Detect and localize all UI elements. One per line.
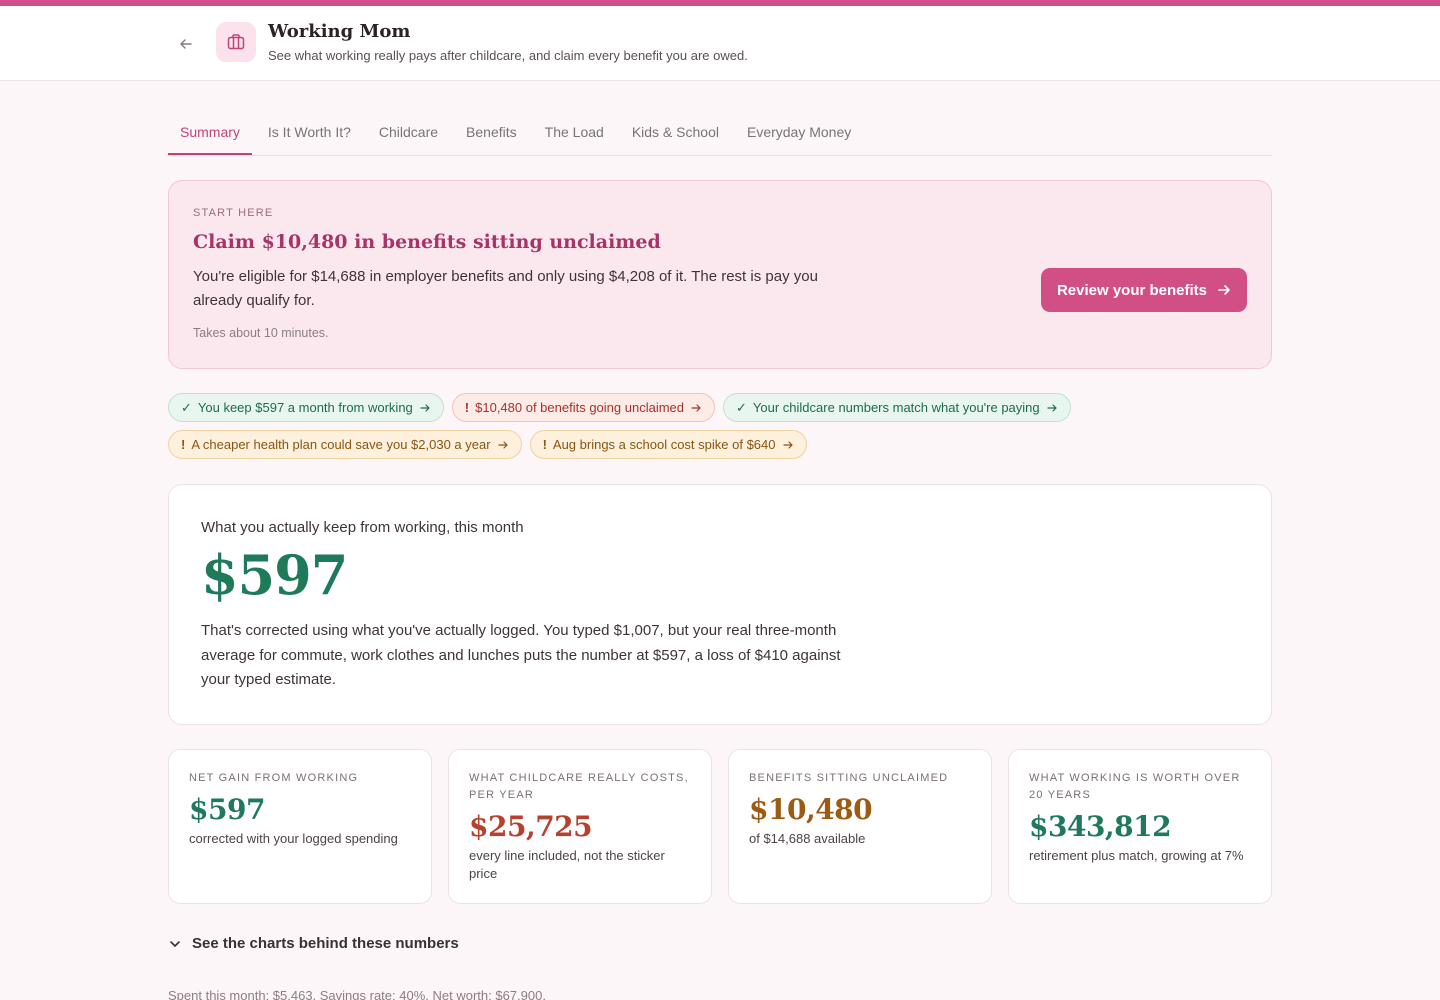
stat-note: every line included, not the sticker pri… [469,848,665,881]
tab-kids-school[interactable]: Kids & School [631,124,719,140]
insight-chip[interactable]: ✓ Your childcare numbers match what you'… [723,393,1071,422]
briefcase-icon [227,34,245,50]
page-title: Working Mom [268,21,411,42]
chip-text: Your childcare numbers match what you're… [752,400,1040,415]
insight-chip[interactable]: ! Aug brings a school cost spike of $640 [529,430,807,459]
stat-label: Benefits sitting unclaimed [749,772,949,784]
keep-label: What you actually keep from working, thi… [201,519,524,536]
insight-chip[interactable]: ! $10,480 of benefits going unclaimed [451,393,716,422]
keep-explanation: That's corrected using what you've actua… [201,622,841,688]
arrow-right-icon [1218,285,1230,295]
stat-cards: Net gain from working $597 corrected wit… [168,749,1272,904]
tab-summary[interactable]: Summary [168,112,252,155]
insight-chip[interactable]: ✓ You keep $597 a month from working [168,393,444,422]
app-icon [216,22,256,62]
arrow-right-icon [420,403,430,412]
check-icon: ✓ [181,399,192,415]
insight-chip[interactable]: ! A cheaper health plan could save you $… [168,430,522,459]
chip-text: You keep $597 a month from working [197,400,413,415]
chevron-down-icon [170,940,180,947]
stat-value: $597 [189,793,265,826]
alert-icon: ! [542,437,547,452]
monthly-keep-card: What you actually keep from working, thi… [168,484,1272,725]
chip-text: A cheaper health plan could save you $2,… [191,437,491,452]
tab-is-it-worth-it[interactable]: Is It Worth It? [267,124,351,140]
app-header: Working Mom See what working really pays… [0,6,1440,81]
keep-value: $597 [201,543,348,607]
review-benefits-button[interactable]: Review your benefits [1040,268,1247,312]
stat-note: of $14,688 available [749,831,866,846]
page-subtitle: See what working really pays after child… [268,48,748,63]
hero-title: Claim $10,480 in benefits sitting unclai… [193,231,661,253]
check-icon: ✓ [736,399,747,415]
stat-value: $10,480 [749,793,873,826]
arrow-right-icon [497,440,508,449]
charts-toggle-label: See the charts behind these numbers [192,935,459,952]
stat-value: $25,725 [469,810,593,843]
stat-card-20-year-worth: What working is worth over 20 years $343… [1008,749,1272,904]
arrow-left-icon [180,39,192,49]
stat-label: Net gain from working [189,772,359,784]
alert-icon: ! [464,400,470,415]
hero-note: Takes about 10 minutes. [193,326,329,340]
stat-card-net-gain: Net gain from working $597 corrected wit… [168,749,432,904]
arrow-right-icon [782,440,793,449]
insight-chips-row-1: ✓ You keep $597 a month from working ! $… [168,393,1071,422]
chip-text: Aug brings a school cost spike of $640 [552,437,776,452]
start-here-card: START HERE Claim $10,480 in benefits sit… [168,180,1272,369]
alert-icon: ! [181,437,186,452]
tab-the-load[interactable]: The Load [544,124,604,140]
review-benefits-label: Review your benefits [1056,281,1207,299]
stat-note: corrected with your logged spending [189,831,398,846]
tab-benefits[interactable]: Benefits [466,124,517,140]
arrow-right-icon [1047,403,1057,412]
arrow-right-icon [691,403,701,412]
hero-eyebrow: START HERE [193,207,274,219]
charts-toggle[interactable]: See the charts behind these numbers [168,935,459,952]
tab-everyday-money[interactable]: Everyday Money [746,124,852,140]
stat-value: $343,812 [1029,810,1172,843]
insight-chips-row-2: ! A cheaper health plan could save you $… [168,430,807,459]
chip-text: $10,480 of benefits going unclaimed [475,400,685,415]
summary-footer: Spent this month: $5,463. Savings rate: … [168,988,546,1000]
stat-label: What working is worth over 20 years [1029,772,1241,801]
stat-card-unclaimed-benefits: Benefits sitting unclaimed $10,480 of $1… [728,749,992,904]
back-button[interactable] [174,32,198,56]
stat-note: retirement plus match, growing at 7% [1029,848,1244,863]
section-tabs: Summary Is It Worth It? Childcare Benefi… [168,112,1272,156]
top-accent-bar [0,0,1440,6]
tab-childcare[interactable]: Childcare [378,124,439,140]
hero-body: You're eligible for $14,688 in employer … [193,268,818,309]
